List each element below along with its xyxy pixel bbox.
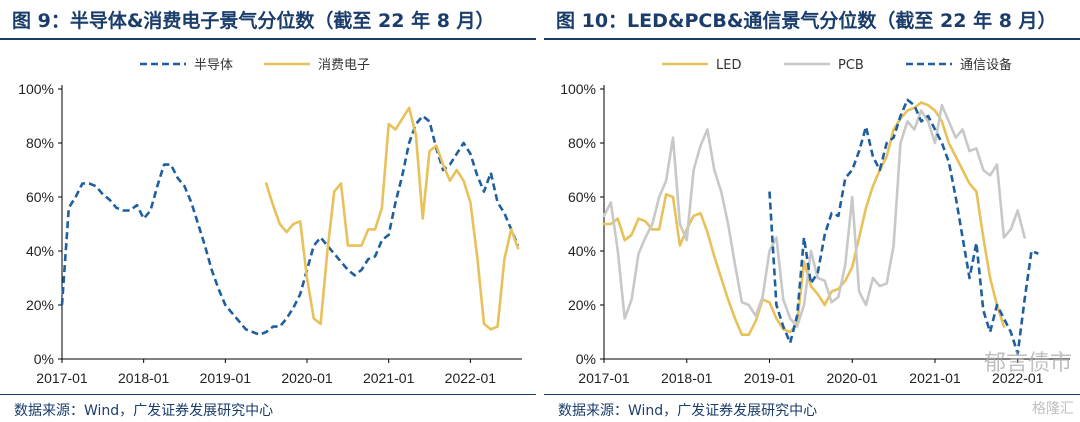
y-tick-label: 80% <box>26 135 54 151</box>
x-tick-label: 2018-01 <box>118 370 170 386</box>
y-tick-label: 80% <box>568 135 596 151</box>
series-line <box>768 98 1039 355</box>
source-rule <box>544 394 1080 395</box>
chart-title: 图 10：LED&PCB&通信景气分位数（截至 22 年 8 月） <box>556 10 1057 32</box>
title-rule <box>0 38 536 40</box>
watermark-sublogo: 格隆汇 <box>1032 401 1074 417</box>
x-tick-label: 2020-01 <box>827 370 879 386</box>
legend-label: 消费电子 <box>318 58 370 73</box>
legend-label: 通信设备 <box>960 57 1012 73</box>
x-tick-label: 2017-01 <box>578 370 630 386</box>
x-tick-label: 2021-01 <box>909 370 961 386</box>
y-tick-label: 60% <box>26 189 54 205</box>
y-tick-label: 60% <box>568 189 596 205</box>
y-tick-label: 0% <box>576 351 596 367</box>
chart-panel-led-pcb: 图 10：LED&PCB&通信景气分位数（截至 22 年 8 月） 0% 20% 4… <box>544 0 1080 422</box>
legend-label: PCB <box>838 58 864 73</box>
legend-label: LED <box>716 58 741 73</box>
y-tick-label: 40% <box>26 243 54 259</box>
y-tick-label: 100% <box>560 81 596 97</box>
x-tick-label: 2019-01 <box>200 370 252 386</box>
x-tick-label: 2017-01 <box>36 370 88 386</box>
chart-panel-semiconductor: 图 9：半导体&消费电子景气分位数（截至 22 年 8 月） 0% 20% 40% 6… <box>0 0 536 422</box>
y-tick-label: 40% <box>568 243 596 259</box>
x-tick-label: 2020-01 <box>281 370 333 386</box>
chart-led-pcb-telecom: 0% 20% 40% 60% 80% 100% 2017-01 2018-01 2019-01 2… <box>560 57 1070 386</box>
source-note: 数据来源：Wind，广发证券发展研究中心 <box>558 403 818 419</box>
watermark-logo: 郁言债市 <box>983 351 1072 376</box>
series-line <box>60 114 520 336</box>
legend-label: 半导体 <box>194 58 233 73</box>
source-rule <box>0 394 536 395</box>
series-line <box>602 103 1026 328</box>
chart-semiconductor-consumer: 0% 20% 40% 60% 80% 100% 2017-01 2018-01 2019-01 2… <box>18 58 522 386</box>
series-line <box>602 101 1006 336</box>
series-line <box>264 106 520 331</box>
title-rule <box>544 38 1080 40</box>
chart-title: 图 9：半导体&消费电子景气分位数（截至 22 年 8 月） <box>12 10 495 32</box>
x-tick-label: 2018-01 <box>661 370 713 386</box>
y-tick-label: 20% <box>568 297 596 313</box>
x-tick-label: 2021-01 <box>363 370 415 386</box>
y-tick-label: 0% <box>34 351 54 367</box>
x-tick-label: 2022-01 <box>992 370 1044 386</box>
y-tick-label: 100% <box>18 81 54 97</box>
y-tick-label: 20% <box>26 297 54 313</box>
x-tick-label: 2022-01 <box>445 370 497 386</box>
source-note: 数据来源：Wind，广发证券发展研究中心 <box>14 403 274 419</box>
x-tick-label: 2019-01 <box>744 370 796 386</box>
